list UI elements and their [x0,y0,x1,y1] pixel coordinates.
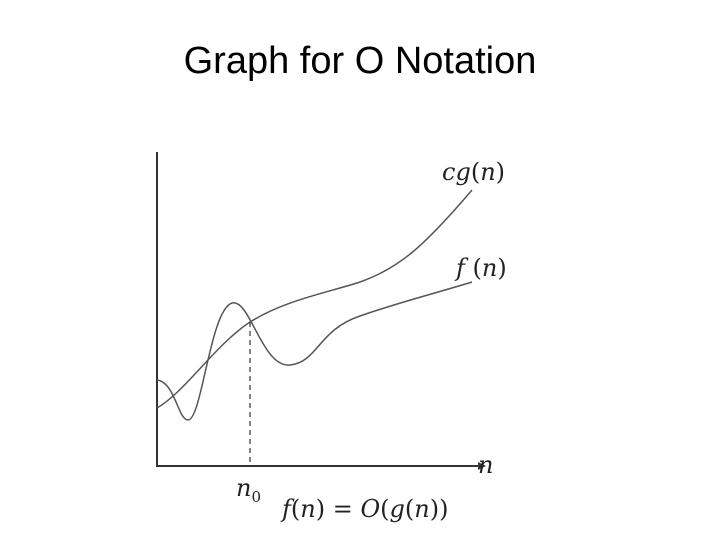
slide-title: Graph for O Notation [183,40,537,82]
cg-curve [156,189,473,409]
x-axis-arrow-icon [478,462,486,470]
x-axis-label: n [478,451,493,479]
caption: f(n) = O(g(n)) [280,495,448,523]
f-label: f (n) [454,254,507,282]
cg-label: cg(n) [442,158,505,186]
f-curve [156,281,473,421]
n0-label: n0 [236,474,261,506]
